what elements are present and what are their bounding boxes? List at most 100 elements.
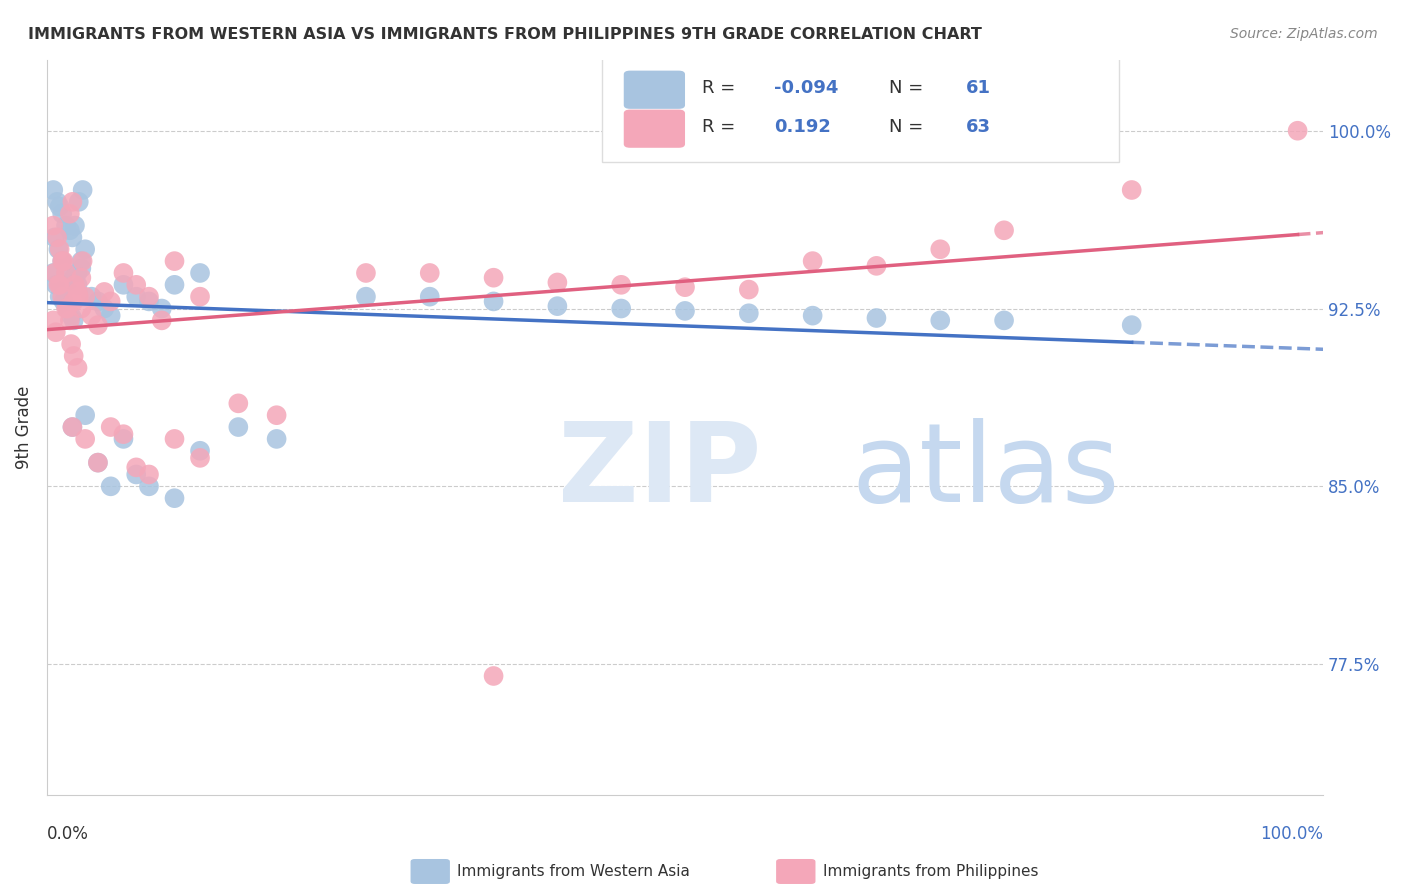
Text: Immigrants from Western Asia: Immigrants from Western Asia <box>457 864 690 879</box>
Point <box>801 309 824 323</box>
Text: 0.192: 0.192 <box>775 119 831 136</box>
FancyBboxPatch shape <box>624 70 685 109</box>
Point <box>163 277 186 292</box>
Point <box>125 460 148 475</box>
Point <box>59 313 82 327</box>
Point <box>163 491 186 505</box>
Point <box>66 277 89 292</box>
Point <box>52 294 75 309</box>
Point <box>138 467 160 482</box>
FancyBboxPatch shape <box>602 56 1119 162</box>
Point <box>993 223 1015 237</box>
Point <box>100 294 122 309</box>
Point <box>112 277 135 292</box>
Point <box>673 280 696 294</box>
Point <box>188 266 211 280</box>
Point <box>150 313 173 327</box>
Point <box>42 313 65 327</box>
Text: 0.0%: 0.0% <box>46 825 89 843</box>
Text: -0.094: -0.094 <box>775 78 839 96</box>
Point <box>354 290 377 304</box>
Point <box>75 408 97 422</box>
Point <box>48 242 70 256</box>
Point <box>66 266 89 280</box>
Text: Immigrants from Philippines: Immigrants from Philippines <box>823 864 1038 879</box>
Point <box>59 207 82 221</box>
Point <box>48 290 70 304</box>
Point <box>1286 124 1309 138</box>
Point <box>48 242 70 256</box>
Y-axis label: 9th Grade: 9th Grade <box>15 385 32 469</box>
Point <box>93 301 115 316</box>
Point <box>60 309 83 323</box>
Point <box>610 277 633 292</box>
Point <box>51 254 73 268</box>
FancyBboxPatch shape <box>624 110 685 148</box>
Point <box>63 277 86 292</box>
Point <box>100 309 122 323</box>
Point <box>62 270 84 285</box>
Text: ZIP: ZIP <box>558 417 761 524</box>
Point <box>55 266 77 280</box>
Point <box>865 259 887 273</box>
Point <box>51 290 73 304</box>
Point <box>59 223 82 237</box>
Point <box>1121 318 1143 332</box>
Point <box>993 313 1015 327</box>
Point <box>59 277 82 292</box>
Point <box>67 290 90 304</box>
Point <box>51 254 73 268</box>
Point <box>266 432 288 446</box>
Point <box>55 301 77 316</box>
Text: atlas: atlas <box>851 417 1119 524</box>
Text: R =: R = <box>702 78 741 96</box>
Point <box>75 432 97 446</box>
Point <box>60 337 83 351</box>
Point <box>80 309 103 323</box>
Point <box>55 266 77 280</box>
Point <box>45 277 67 292</box>
Point <box>46 194 69 209</box>
Text: Source: ZipAtlas.com: Source: ZipAtlas.com <box>1230 27 1378 41</box>
Text: IMMIGRANTS FROM WESTERN ASIA VS IMMIGRANTS FROM PHILIPPINES 9TH GRADE CORRELATIO: IMMIGRANTS FROM WESTERN ASIA VS IMMIGRAN… <box>28 27 981 42</box>
Point <box>72 183 94 197</box>
Point <box>112 266 135 280</box>
Point <box>66 360 89 375</box>
Point <box>138 479 160 493</box>
Point <box>67 194 90 209</box>
Point <box>1121 183 1143 197</box>
Text: 61: 61 <box>966 78 991 96</box>
Point <box>72 254 94 268</box>
Point <box>42 266 65 280</box>
Point <box>48 277 70 292</box>
Point <box>52 254 75 268</box>
Point <box>45 325 67 339</box>
Point <box>56 301 79 316</box>
Point <box>266 408 288 422</box>
Point <box>738 283 761 297</box>
Point <box>42 219 65 233</box>
Point <box>188 450 211 465</box>
Point <box>44 230 66 244</box>
Point <box>75 290 97 304</box>
Point <box>63 219 86 233</box>
Point <box>62 294 84 309</box>
Point <box>70 270 93 285</box>
Text: R =: R = <box>702 119 741 136</box>
Point <box>150 301 173 316</box>
Point <box>100 479 122 493</box>
Point <box>482 270 505 285</box>
Point <box>125 467 148 482</box>
Point <box>70 261 93 276</box>
Point <box>100 420 122 434</box>
Point <box>48 200 70 214</box>
Point <box>865 311 887 326</box>
Text: N =: N = <box>889 119 929 136</box>
Point <box>87 318 110 332</box>
Point <box>42 183 65 197</box>
Point <box>56 301 79 316</box>
Point <box>546 299 568 313</box>
Point <box>228 420 250 434</box>
Point <box>44 266 66 280</box>
Point <box>546 276 568 290</box>
